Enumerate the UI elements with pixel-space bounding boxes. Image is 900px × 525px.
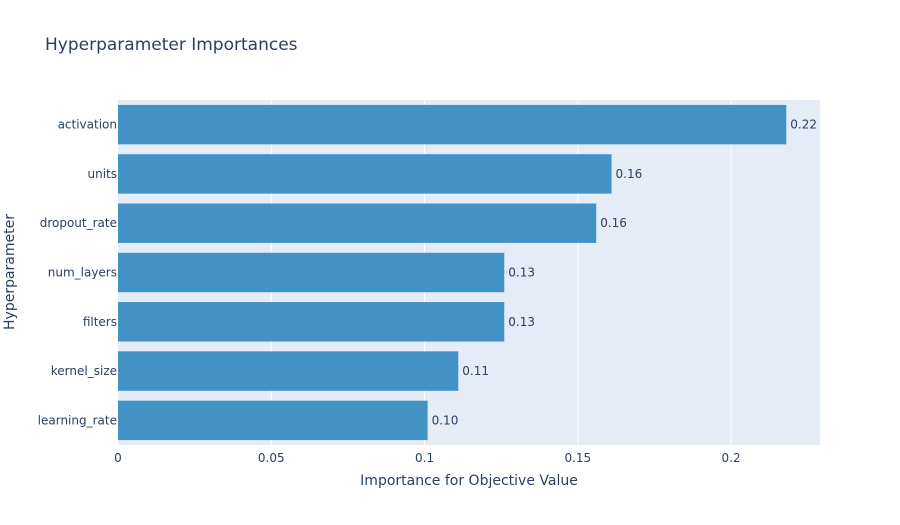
x-tick-label: 0.15: [564, 451, 591, 465]
y-tick-label: kernel_size: [51, 364, 117, 378]
bar-value-label: 0.11: [462, 364, 489, 378]
bar-filters[interactable]: [118, 302, 505, 342]
bar-activation[interactable]: [118, 104, 787, 145]
x-tick-label: 0.2: [722, 451, 741, 465]
bar-value-label: 0.10: [432, 413, 459, 427]
y-tick-label: activation: [58, 118, 117, 132]
bar-value-labels: 0.10 0.11 0.13 0.13 0.16 0.16 0.22: [432, 118, 817, 428]
bar-kernel_size[interactable]: [118, 351, 459, 391]
bar-num_layers[interactable]: [118, 252, 505, 293]
bar-dropout_rate[interactable]: [118, 203, 597, 243]
x-axis-title: Importance for Objective Value: [360, 473, 578, 489]
chart-title: Hyperparameter Importances: [45, 35, 298, 55]
x-tick-label: 0.1: [415, 451, 434, 465]
y-axis-title: Hyperparameter: [2, 214, 18, 330]
y-tick-label: num_layers: [48, 266, 117, 280]
bar-value-label: 0.13: [508, 266, 535, 280]
y-tick-label: units: [87, 167, 117, 181]
y-tick-label: learning_rate: [38, 413, 117, 427]
bar-value-label: 0.16: [616, 167, 643, 181]
bar-value-label: 0.16: [600, 216, 627, 230]
y-tick-label: dropout_rate: [40, 216, 117, 230]
y-tick-label: filters: [83, 315, 117, 329]
bar-value-label: 0.13: [508, 315, 535, 329]
bar-units[interactable]: [118, 154, 612, 194]
bars: [118, 104, 787, 441]
x-tick-label: 0.05: [258, 451, 285, 465]
bar-learning_rate[interactable]: [118, 400, 428, 441]
y-tick-labels: learning_rate kernel_size filters num_layer…: [38, 118, 117, 428]
x-tick-label: 0: [114, 451, 122, 465]
bar-value-label: 0.22: [790, 118, 817, 132]
x-tick-labels: 0 0.05 0.1 0.15 0.2: [114, 451, 740, 465]
